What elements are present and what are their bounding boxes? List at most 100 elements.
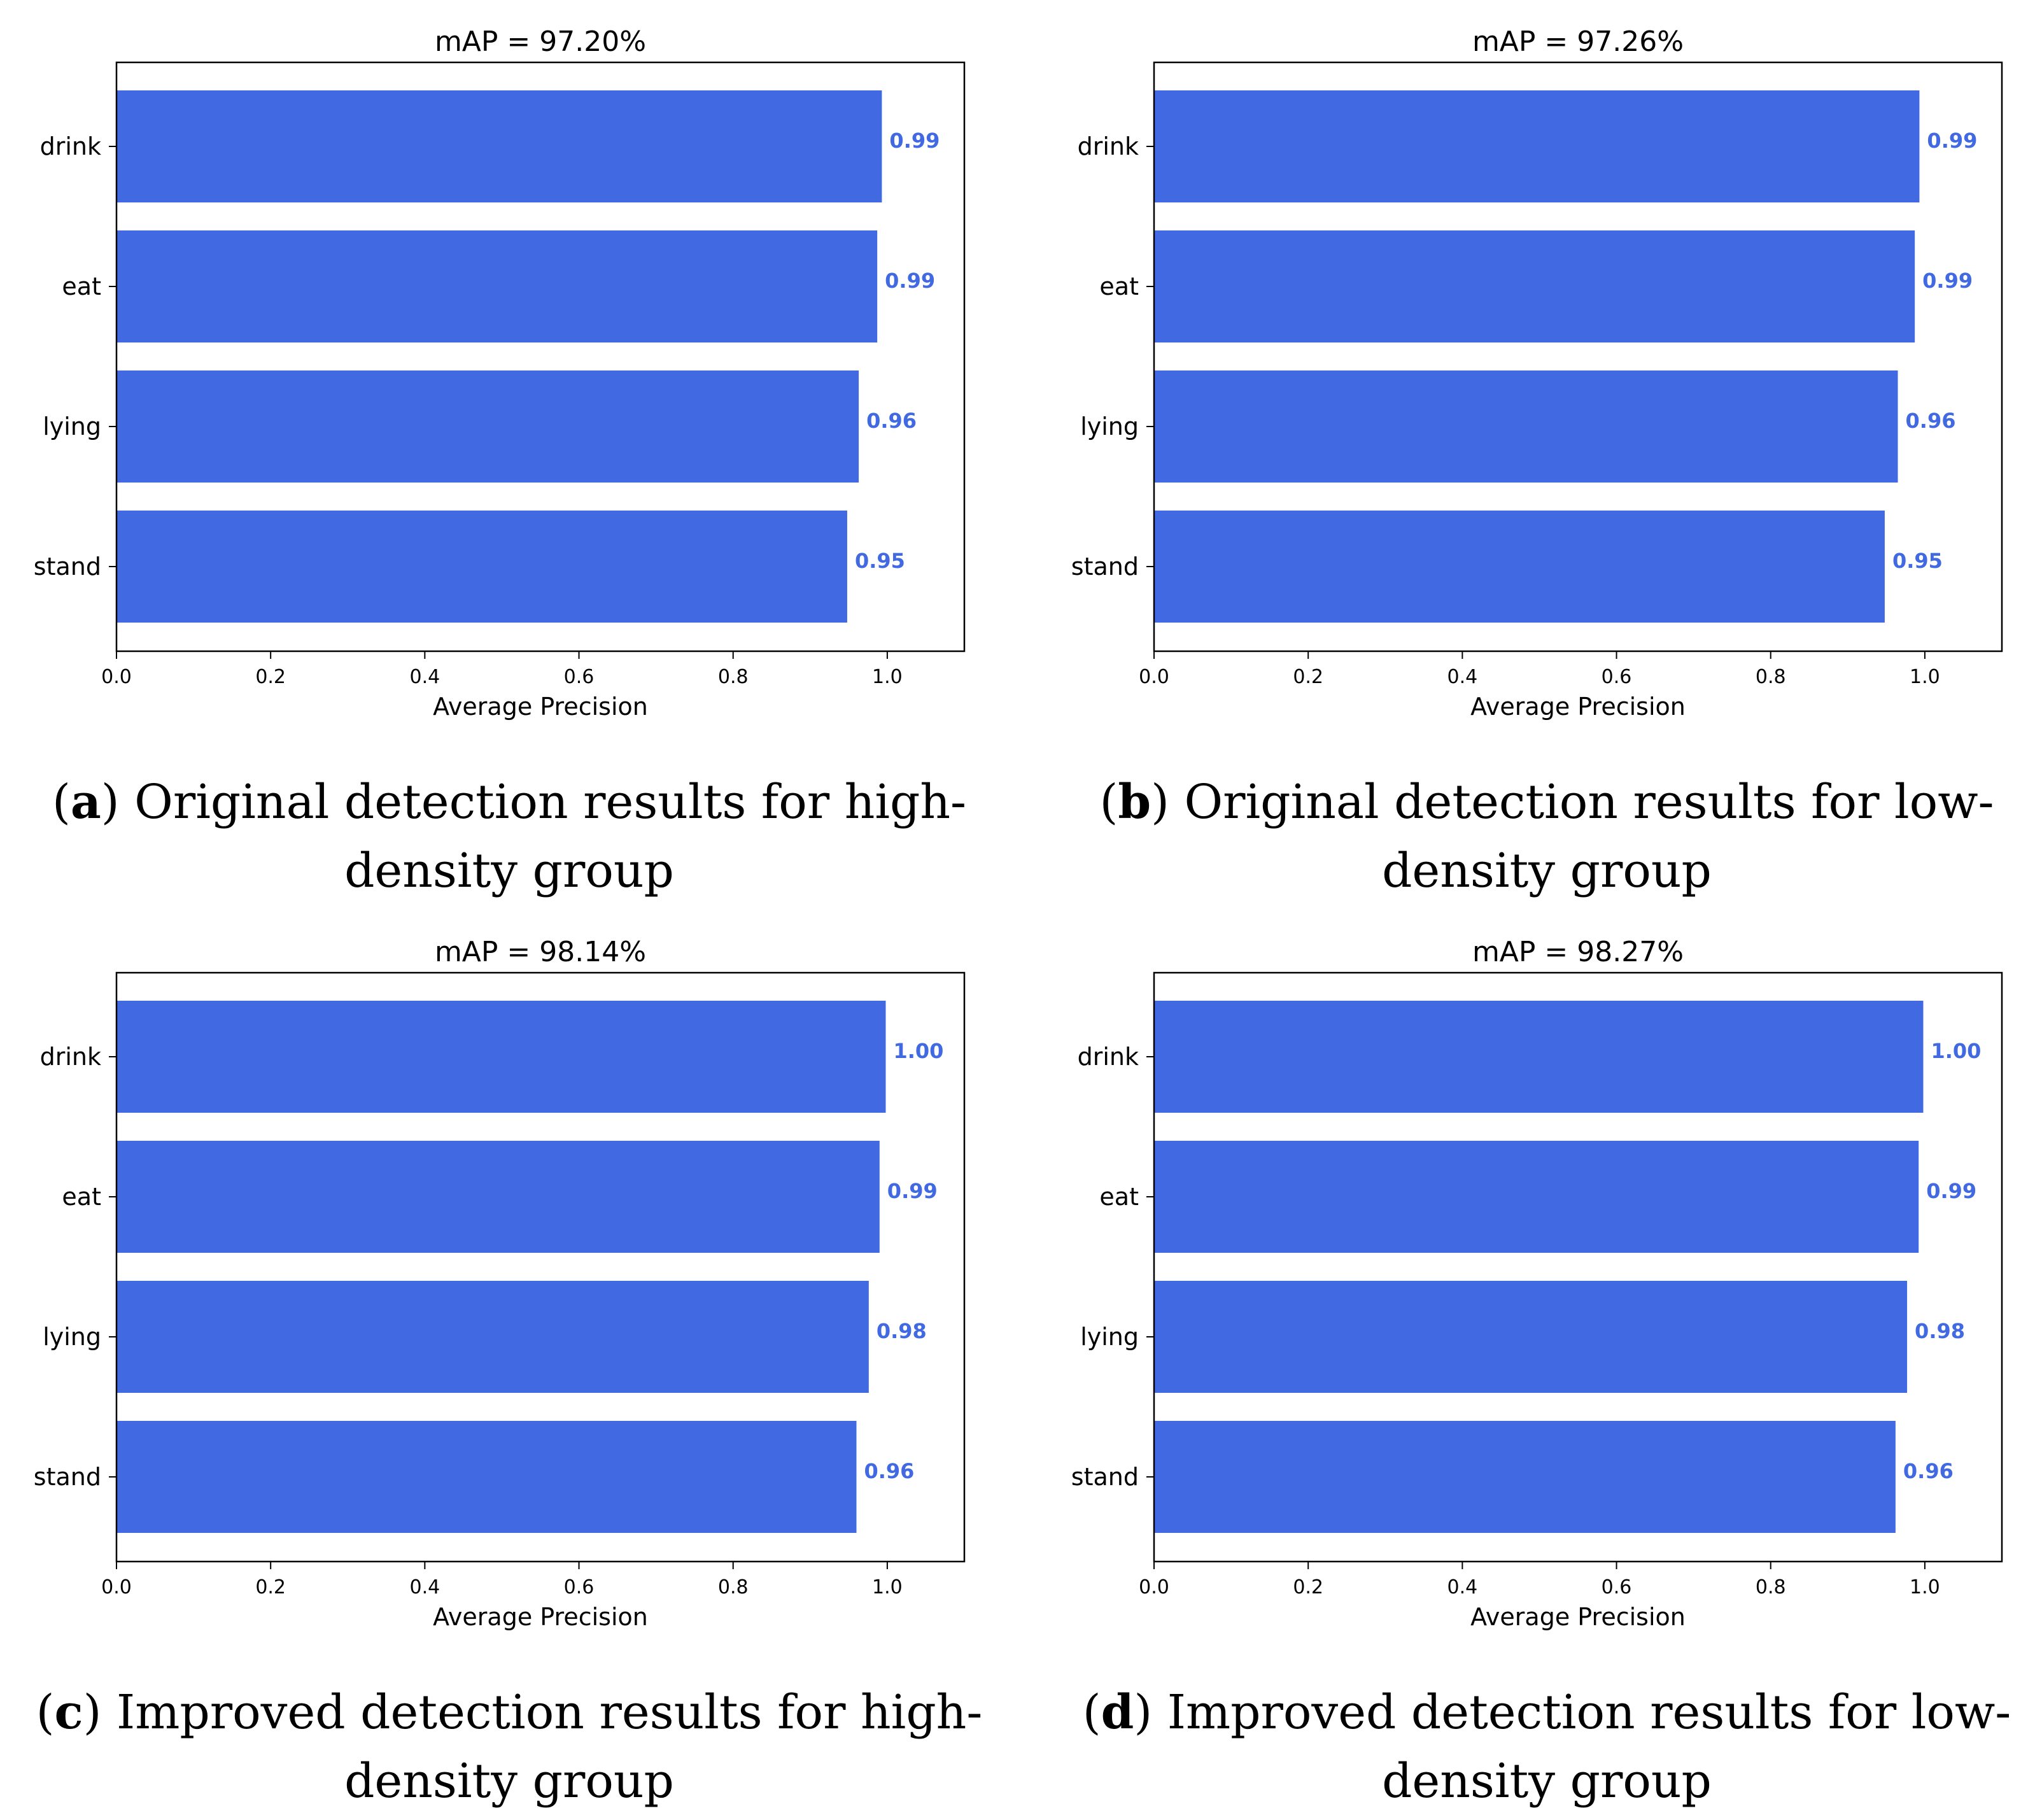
caption-text-c: Improved detection results for high-dens…: [116, 1685, 983, 1809]
chart-title: mAP = 98.14%: [435, 936, 646, 968]
bar-stand: [116, 511, 847, 623]
bar-drink: [1154, 1001, 1924, 1113]
plot-frame: [115, 971, 966, 1563]
caption-text-a: Original detection results for high-dens…: [134, 775, 967, 898]
x-tick-label: 0.4: [410, 666, 440, 688]
x-axis-label: Average Precision: [1470, 693, 1686, 721]
caption-letter-d: d: [1101, 1685, 1134, 1740]
chart-title: mAP = 97.26%: [1472, 25, 1684, 58]
category-label: drink: [40, 132, 101, 160]
category-label: stand: [1071, 1463, 1139, 1491]
chart-d: mAP = 98.27% drink 1.00 eat 0.99 lying 0.98 sta…: [1071, 936, 2003, 1631]
category-label: eat: [62, 272, 101, 300]
bar-eat: [1154, 1141, 1919, 1253]
x-tick-label: 0.2: [1293, 666, 1323, 688]
caption-a: (a) Original detection results for high-…: [52, 775, 967, 898]
value-label: 0.99: [887, 1179, 938, 1203]
x-axis-label: Average Precision: [1470, 1603, 1686, 1631]
x-tick-label: 0.0: [101, 666, 132, 688]
plot-frame: [1153, 971, 2003, 1563]
value-label: 0.99: [1926, 1179, 1976, 1203]
value-label: 0.99: [1922, 269, 1973, 293]
category-label: lying: [1080, 1323, 1139, 1351]
x-tick-label: 0.2: [255, 1576, 286, 1598]
value-label: 0.96: [1903, 1459, 1954, 1483]
plot-frame: [1153, 61, 2003, 653]
x-axis-label: Average Precision: [433, 693, 648, 721]
x-tick-label: 0.4: [1447, 1576, 1478, 1598]
caption-d: (d) Improved detection results for low-d…: [1082, 1685, 2011, 1809]
category-label: eat: [62, 1183, 101, 1211]
category-label: eat: [1099, 272, 1139, 300]
category-label: drink: [40, 1043, 101, 1071]
value-label: 0.96: [1906, 409, 1956, 433]
bar-lying: [1154, 370, 1898, 483]
bar-drink: [116, 1001, 886, 1113]
caption-b: (b) Original detection results for low-d…: [1099, 775, 1994, 898]
value-label: 0.98: [1915, 1319, 1965, 1343]
x-tick-label: 0.6: [1602, 1576, 1632, 1598]
bar-stand: [116, 1421, 857, 1533]
category-label: stand: [1071, 553, 1139, 581]
x-tick-label: 0.0: [1139, 1576, 1169, 1598]
x-tick-label: 0.4: [1447, 666, 1478, 688]
bar-drink: [116, 90, 882, 202]
category-label: drink: [1078, 132, 1139, 160]
bar-lying: [116, 370, 859, 483]
value-label: 0.95: [855, 549, 905, 573]
x-axis-label: Average Precision: [433, 1603, 648, 1631]
category-label: stand: [34, 1463, 101, 1491]
chart-title: mAP = 98.27%: [1472, 936, 1684, 968]
bar-stand: [1154, 511, 1885, 623]
bar-eat: [116, 230, 878, 342]
x-tick-label: 0.8: [1756, 666, 1786, 688]
bar-drink: [1154, 90, 1920, 202]
chart-a: mAP = 97.20% drink 0.99 eat 0.99 lying 0.96 sta…: [34, 25, 966, 721]
plot-frame: [115, 61, 966, 653]
category-label: lying: [43, 413, 101, 441]
value-label: 0.99: [889, 129, 940, 153]
value-label: 0.95: [1892, 549, 1943, 573]
x-tick-label: 1.0: [872, 666, 903, 688]
x-tick-label: 0.8: [718, 1576, 749, 1598]
value-label: 1.00: [1931, 1039, 1981, 1063]
value-label: 0.96: [866, 409, 917, 433]
chart-c: mAP = 98.14% drink 1.00 eat 0.99 lying 0.98 sta…: [34, 936, 966, 1631]
x-tick-label: 1.0: [872, 1576, 903, 1598]
bar-eat: [1154, 230, 1915, 342]
caption-text-b: Original detection results for low-densi…: [1184, 775, 1994, 898]
x-tick-label: 1.0: [1910, 1576, 1940, 1598]
value-label: 0.98: [877, 1319, 927, 1343]
x-tick-label: 0.2: [255, 666, 286, 688]
x-tick-label: 0.8: [718, 666, 749, 688]
x-tick-label: 1.0: [1910, 666, 1940, 688]
caption-text-d: Improved detection results for low-densi…: [1167, 1685, 2011, 1809]
x-tick-label: 0.0: [1139, 666, 1169, 688]
value-label: 0.99: [885, 269, 935, 293]
bar-lying: [116, 1281, 869, 1393]
x-tick-label: 0.2: [1293, 1576, 1323, 1598]
bar-stand: [1154, 1421, 1896, 1533]
caption-letter-c: c: [54, 1685, 83, 1740]
x-tick-label: 0.8: [1756, 1576, 1786, 1598]
category-label: drink: [1078, 1043, 1139, 1071]
value-label: 0.96: [864, 1459, 914, 1483]
caption-c: (c) Improved detection results for high-…: [36, 1685, 983, 1809]
value-label: 0.99: [1927, 129, 1977, 153]
chart-b: mAP = 97.26% drink 0.99 eat 0.99 lying 0.96 sta…: [1071, 25, 2003, 721]
chart-title: mAP = 97.20%: [435, 25, 646, 58]
x-tick-label: 0.0: [101, 1576, 132, 1598]
category-label: eat: [1099, 1183, 1139, 1211]
category-label: stand: [34, 553, 101, 581]
x-tick-label: 0.6: [564, 666, 595, 688]
caption-letter-a: a: [70, 775, 101, 829]
x-tick-label: 0.4: [410, 1576, 440, 1598]
caption-letter-b: b: [1118, 775, 1151, 829]
x-tick-label: 0.6: [564, 1576, 595, 1598]
value-label: 1.00: [893, 1039, 943, 1063]
bar-eat: [116, 1141, 880, 1253]
bar-lying: [1154, 1281, 1908, 1393]
category-label: lying: [1080, 413, 1139, 441]
x-tick-label: 0.6: [1602, 666, 1632, 688]
